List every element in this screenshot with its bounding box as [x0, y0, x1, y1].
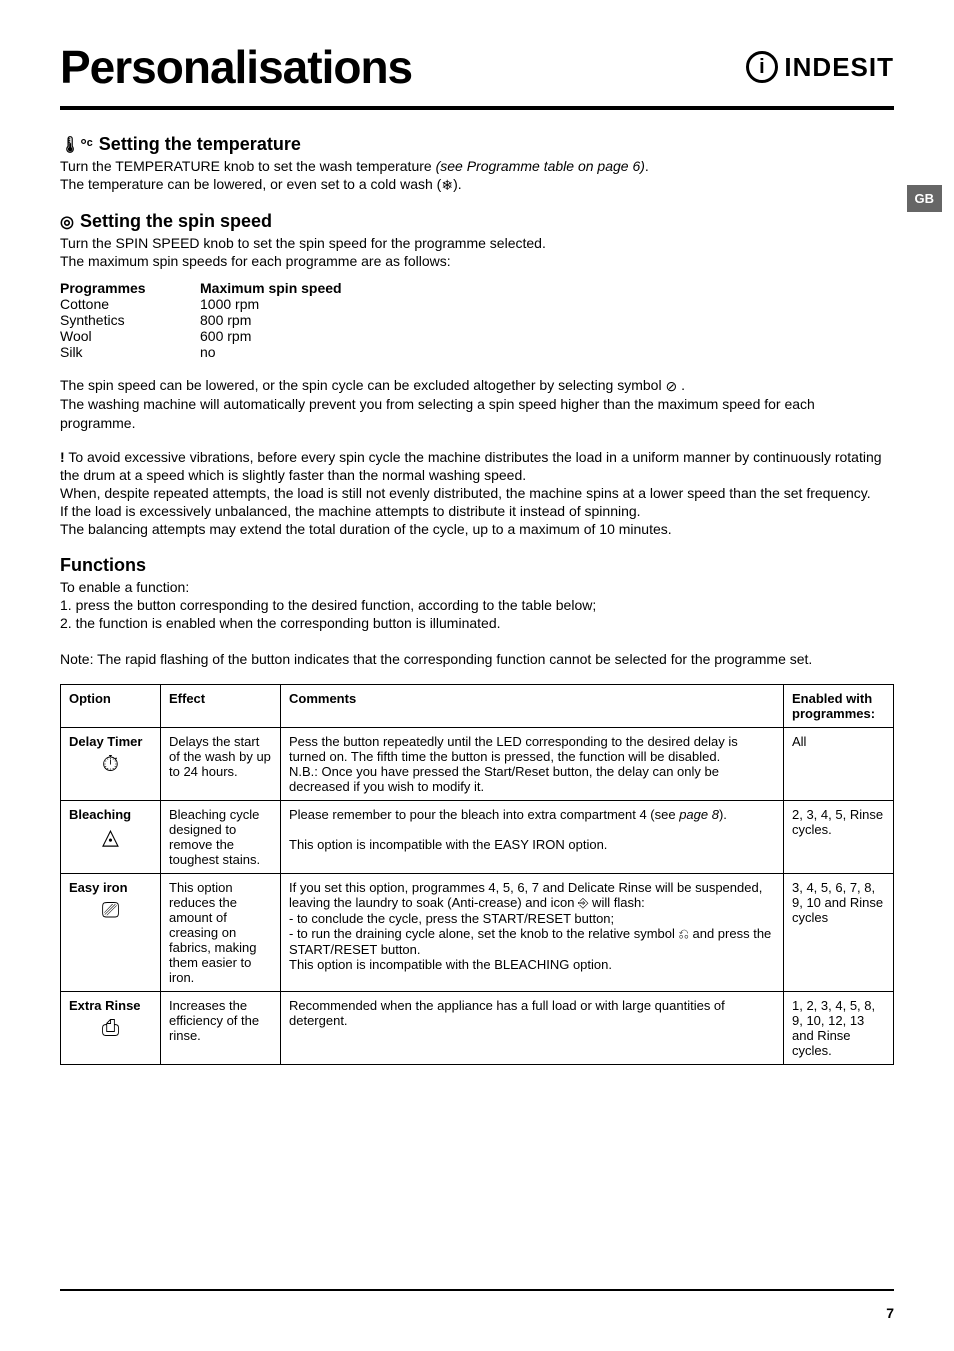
- easy-iron-icon: ⎚: [69, 897, 152, 923]
- snowflake-icon: ❄: [441, 176, 453, 194]
- functions-section: Functions To enable a function: 1. press…: [60, 555, 894, 669]
- brand-logo: i INDESIT: [746, 51, 894, 83]
- spin-para2a: The spin speed can be lowered, or the sp…: [60, 377, 665, 393]
- options-cell-effect: Delays the start of the wash by up to 24…: [161, 728, 281, 801]
- option-name: Extra Rinse: [69, 998, 141, 1013]
- options-cell-name: Bleaching ◬: [61, 801, 161, 874]
- options-cell-comments: If you set this option, programmes 4, 5,…: [281, 874, 784, 992]
- temperature-heading-row: 🌡°ᶜ Setting the temperature: [60, 134, 894, 155]
- options-table: Option Effect Comments Enabled with prog…: [60, 684, 894, 1065]
- options-cell-enabled: All: [784, 728, 894, 801]
- options-cell-comments: Recommended when the appliance has a ful…: [281, 992, 784, 1065]
- spin-para2c: The washing machine will automatically p…: [60, 396, 815, 430]
- options-th-comments: Comments: [281, 685, 784, 728]
- spin-table-header: Programmes Maximum spin speed: [60, 280, 894, 296]
- options-cell-enabled: 2, 3, 4, 5, Rinse cycles.: [784, 801, 894, 874]
- spin-para2b: .: [677, 377, 685, 393]
- temperature-line1b: (see Programme table on page 6): [436, 158, 645, 174]
- spin-td-speed: no: [200, 344, 370, 360]
- options-cell-effect: Increases the efficiency of the rinse.: [161, 992, 281, 1065]
- spin-th-maxspeed: Maximum spin speed: [200, 280, 370, 296]
- spin-warn1d: The balancing attempts may extend the to…: [60, 521, 672, 537]
- spin-table-row: Wool 600 rpm: [60, 328, 894, 344]
- options-row-extra-rinse: Extra Rinse ⎙ Increases the efficiency o…: [61, 992, 894, 1065]
- spin-td-prog: Wool: [60, 328, 200, 344]
- options-cell-enabled: 1, 2, 3, 4, 5, 8, 9, 10, 12, 13 and Rins…: [784, 992, 894, 1065]
- brand-icon: i: [746, 51, 778, 83]
- spin-th-programmes: Programmes: [60, 280, 200, 296]
- exclaim-icon: !: [60, 449, 65, 465]
- bleaching-icon: ◬: [69, 824, 152, 850]
- spin-heading-row: ◎ Setting the spin speed: [60, 211, 894, 232]
- option-name: Delay Timer: [69, 734, 142, 749]
- spin-td-speed: 600 rpm: [200, 328, 370, 344]
- spin-line2: The maximum spin speeds for each program…: [60, 252, 894, 270]
- options-th-option: Option: [61, 685, 161, 728]
- option-name: Easy iron: [69, 880, 128, 895]
- functions-step1: 1. press the button corresponding to the…: [60, 596, 894, 614]
- functions-note: Note: The rapid flashing of the button i…: [60, 650, 894, 668]
- spin-section: ◎ Setting the spin speed Turn the SPIN S…: [60, 211, 894, 360]
- options-cell-enabled: 3, 4, 5, 6, 7, 8, 9, 10 and Rinse cycles: [784, 874, 894, 992]
- temperature-line1c: .: [645, 158, 649, 174]
- spin-td-speed: 1000 rpm: [200, 296, 370, 312]
- temperature-heading: Setting the temperature: [99, 134, 301, 155]
- temperature-section: 🌡°ᶜ Setting the temperature Turn the TEM…: [60, 134, 894, 195]
- options-row-bleaching: Bleaching ◬ Bleaching cycle designed to …: [61, 801, 894, 874]
- language-tab: GB: [907, 185, 943, 212]
- thermometer-icon: 🌡°ᶜ: [60, 135, 93, 155]
- spin-table-row: Cottone 1000 rpm: [60, 296, 894, 312]
- spin-table-row: Synthetics 800 rpm: [60, 312, 894, 328]
- options-header-row: Option Effect Comments Enabled with prog…: [61, 685, 894, 728]
- temperature-line1a: Turn the TEMPERATURE knob to set the was…: [60, 158, 436, 174]
- nospin-icon: ⊘: [665, 377, 677, 395]
- options-cell-name: Easy iron ⎚: [61, 874, 161, 992]
- spin-warn1a: To avoid excessive vibrations, before ev…: [60, 449, 882, 483]
- page-header: Personalisations i INDESIT: [60, 40, 894, 94]
- delay-timer-icon: ⏱: [69, 751, 152, 777]
- options-cell-effect: Bleaching cycle designed to remove the t…: [161, 801, 281, 874]
- bleach-comm-a: Please remember to pour the bleach into …: [289, 807, 679, 822]
- spin-warn: ! To avoid excessive vibrations, before …: [60, 448, 894, 539]
- spin-para2: The spin speed can be lowered, or the sp…: [60, 376, 894, 432]
- spin-td-prog: Synthetics: [60, 312, 200, 328]
- spiral-icon: ◎: [60, 212, 74, 232]
- spin-table-row: Silk no: [60, 344, 894, 360]
- spin-heading: Setting the spin speed: [80, 211, 272, 232]
- options-th-enabled: Enabled with programmes:: [784, 685, 894, 728]
- header-divider: [60, 106, 894, 110]
- option-name: Bleaching: [69, 807, 131, 822]
- options-row-delay-timer: Delay Timer ⏱ Delays the start of the wa…: [61, 728, 894, 801]
- options-row-easy-iron: Easy iron ⎚ This option reduces the amou…: [61, 874, 894, 992]
- options-cell-comments: Pess the button repeatedly until the LED…: [281, 728, 784, 801]
- functions-intro: To enable a function:: [60, 578, 894, 596]
- temperature-line2a: The temperature can be lowered, or even …: [60, 176, 441, 192]
- extra-rinse-icon: ⎙: [69, 1015, 152, 1041]
- bleach-comm-b: page 8: [679, 807, 719, 822]
- spin-line1: Turn the SPIN SPEED knob to set the spin…: [60, 234, 894, 252]
- temperature-body: Turn the TEMPERATURE knob to set the was…: [60, 157, 894, 195]
- functions-step2: 2. the function is enabled when the corr…: [60, 614, 894, 632]
- options-cell-name: Delay Timer ⏱: [61, 728, 161, 801]
- spin-warn1c: If the load is excessively unbalanced, t…: [60, 503, 641, 519]
- spin-td-prog: Cottone: [60, 296, 200, 312]
- spin-table: Programmes Maximum spin speed Cottone 10…: [60, 280, 894, 360]
- options-cell-comments: Please remember to pour the bleach into …: [281, 801, 784, 874]
- footer-divider: [60, 1289, 894, 1291]
- spin-body: Turn the SPIN SPEED knob to set the spin…: [60, 234, 894, 270]
- functions-heading: Functions: [60, 555, 894, 576]
- spin-td-prog: Silk: [60, 344, 200, 360]
- spin-warn1b: When, despite repeated attempts, the loa…: [60, 485, 871, 501]
- temperature-line2b: ).: [453, 176, 462, 192]
- brand-text: INDESIT: [784, 52, 894, 83]
- options-cell-name: Extra Rinse ⎙: [61, 992, 161, 1065]
- options-cell-effect: This option reduces the amount of creasi…: [161, 874, 281, 992]
- page-title: Personalisations: [60, 40, 412, 94]
- page-number: 7: [886, 1305, 894, 1321]
- options-th-effect: Effect: [161, 685, 281, 728]
- spin-td-speed: 800 rpm: [200, 312, 370, 328]
